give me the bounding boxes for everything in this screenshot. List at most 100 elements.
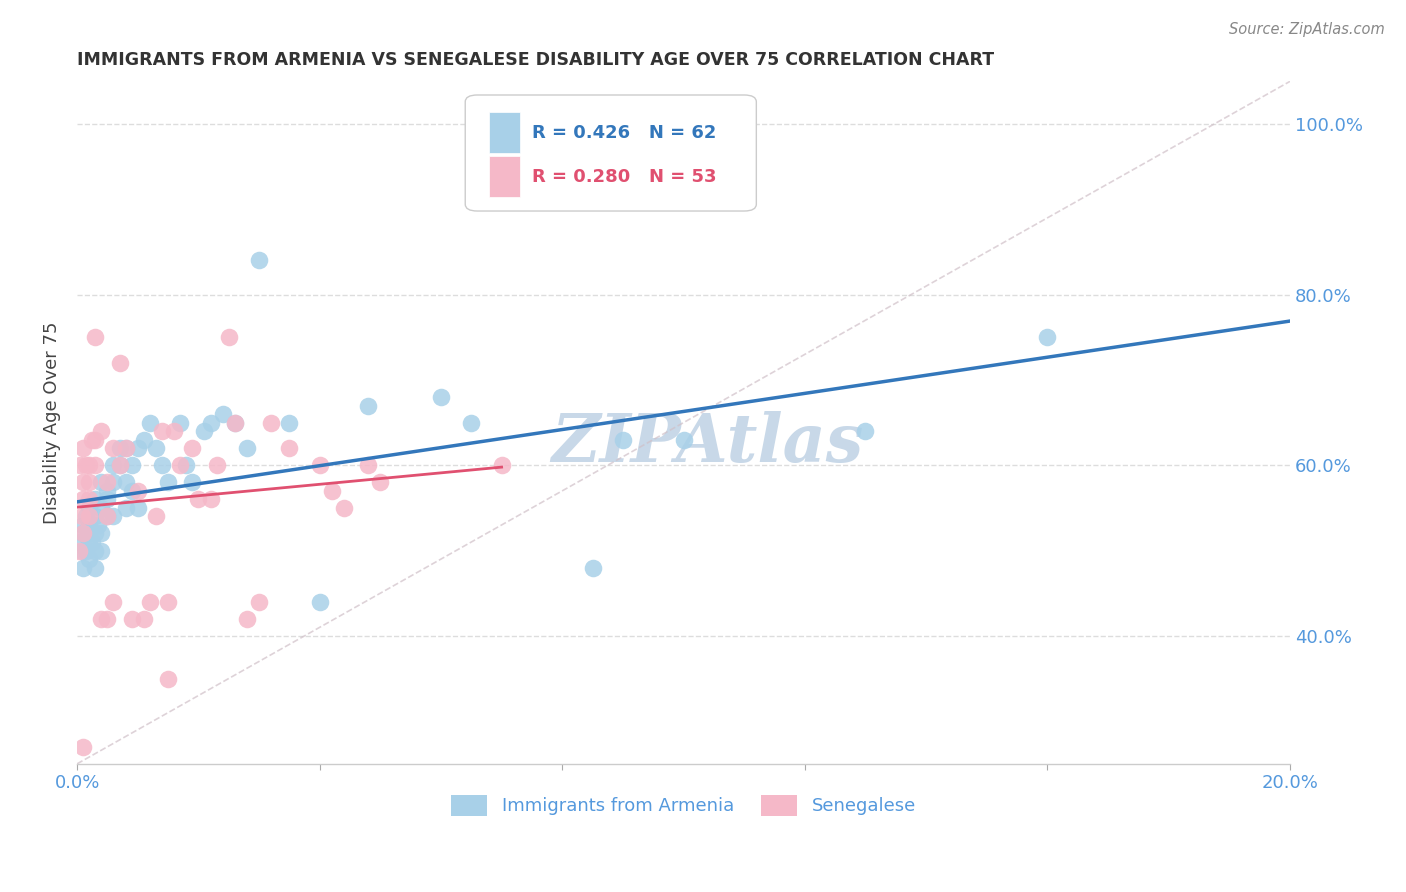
Point [77, 526, 100, 541]
FancyBboxPatch shape [465, 95, 756, 211]
Point [157, 475, 180, 490]
Point [72, 560, 94, 574]
Point [77, 475, 100, 490]
Point [139, 595, 162, 609]
Point [90, 612, 112, 626]
Point [132, 612, 155, 626]
Point [491, 458, 513, 473]
Point [84, 492, 107, 507]
Point [67, 543, 90, 558]
Point [77, 492, 100, 507]
Point [90, 543, 112, 558]
Bar [489, 156, 520, 197]
Point [84, 560, 107, 574]
Point [308, 458, 330, 473]
Point [75, 458, 97, 473]
Point [96, 475, 118, 490]
Point [84, 543, 107, 558]
Point [70, 543, 93, 558]
Point [181, 475, 204, 490]
Point [855, 424, 877, 438]
Point [278, 416, 301, 430]
Text: Source: ZipAtlas.com: Source: ZipAtlas.com [1229, 22, 1385, 37]
Point [82, 535, 104, 549]
Point [72, 518, 94, 533]
Point [72, 526, 94, 541]
Point [430, 390, 453, 404]
Point [236, 612, 259, 626]
Point [96, 492, 118, 507]
Point [145, 441, 167, 455]
Point [72, 739, 94, 754]
Point [108, 356, 131, 370]
Point [139, 416, 162, 430]
Point [1036, 330, 1059, 344]
Point [121, 483, 143, 498]
Point [75, 543, 97, 558]
Point [278, 441, 301, 455]
Point [87, 518, 110, 533]
Point [211, 407, 233, 421]
Point [72, 492, 94, 507]
Point [72, 475, 94, 490]
Point [70, 509, 93, 524]
Point [247, 595, 270, 609]
Bar [489, 112, 520, 153]
Point [77, 458, 100, 473]
Text: ZIPAtlas: ZIPAtlas [551, 410, 863, 475]
Point [333, 500, 356, 515]
Point [150, 458, 173, 473]
Point [69, 535, 91, 549]
Point [187, 492, 209, 507]
Point [77, 518, 100, 533]
Point [127, 441, 149, 455]
Point [103, 458, 125, 473]
Point [121, 458, 143, 473]
Point [157, 672, 180, 686]
Point [103, 595, 125, 609]
Point [69, 458, 91, 473]
Point [321, 483, 343, 498]
Point [169, 458, 191, 473]
Point [90, 526, 112, 541]
Point [108, 458, 131, 473]
Point [224, 416, 246, 430]
Point [96, 612, 118, 626]
Point [84, 526, 107, 541]
Point [77, 535, 100, 549]
Point [145, 509, 167, 524]
Point [205, 458, 228, 473]
Point [77, 552, 100, 566]
Point [200, 416, 222, 430]
Point [236, 441, 259, 455]
Point [108, 458, 131, 473]
Point [96, 509, 118, 524]
Point [72, 441, 94, 455]
Point [84, 509, 107, 524]
Point [90, 475, 112, 490]
Point [103, 475, 125, 490]
Point [672, 433, 695, 447]
Legend: Immigrants from Armenia, Senegalese: Immigrants from Armenia, Senegalese [444, 788, 924, 823]
Point [163, 424, 186, 438]
Point [114, 475, 136, 490]
Point [169, 416, 191, 430]
Point [114, 500, 136, 515]
Point [224, 416, 246, 430]
Point [200, 492, 222, 507]
Point [84, 433, 107, 447]
Point [103, 441, 125, 455]
Point [84, 330, 107, 344]
Point [260, 416, 283, 430]
Point [96, 483, 118, 498]
Point [84, 458, 107, 473]
Point [218, 330, 240, 344]
Point [90, 500, 112, 515]
Point [357, 458, 380, 473]
Point [90, 424, 112, 438]
Point [357, 399, 380, 413]
Point [157, 595, 180, 609]
Point [114, 441, 136, 455]
Text: IMMIGRANTS FROM ARMENIA VS SENEGALESE DISABILITY AGE OVER 75 CORRELATION CHART: IMMIGRANTS FROM ARMENIA VS SENEGALESE DI… [77, 51, 994, 69]
Point [82, 433, 104, 447]
